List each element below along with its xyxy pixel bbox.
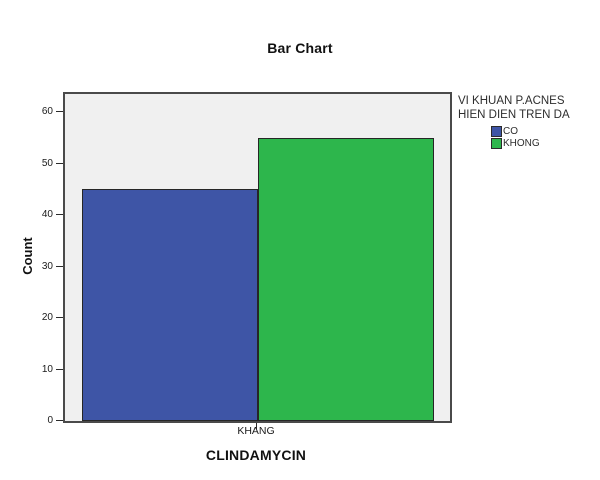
legend-title: VI KHUAN P.ACNES HIEN DIEN TREN DA [458, 95, 593, 122]
legend: VI KHUAN P.ACNES HIEN DIEN TREN DA CO KHO… [458, 95, 593, 149]
legend-item-co: CO [491, 126, 593, 138]
legend-swatch-icon [491, 126, 502, 138]
y-tick-mark [56, 420, 63, 421]
y-tick-label: 50 [41, 157, 53, 169]
y-tick-mark [56, 368, 63, 370]
y-tick-mark [56, 317, 63, 318]
x-category-label: KHANG [237, 425, 275, 437]
y-tick-label: 0 [47, 415, 53, 426]
plot-area [63, 92, 452, 423]
y-tick-label: 40 [41, 209, 53, 220]
legend-item-khong: KHONG [491, 137, 593, 150]
legend-item-label: CO [503, 126, 518, 138]
legend-item-label: KHONG [503, 137, 540, 149]
y-tick-mark [56, 265, 63, 267]
y-tick-label: 60 [41, 106, 53, 117]
y-tick-label: 10 [41, 363, 53, 375]
chart-title: Bar Chart [267, 40, 333, 56]
y-tick-mark [56, 214, 63, 215]
y-tick-label: 30 [41, 260, 53, 272]
y-tick-label: 20 [41, 312, 53, 323]
y-tick-mark [56, 162, 63, 164]
y-tick-mark [56, 111, 63, 112]
x-tick-mark [256, 423, 257, 429]
legend-items: CO KHONG [491, 126, 593, 149]
bar-co [82, 189, 258, 421]
x-axis-label: CLINDAMYCIN [205, 447, 307, 463]
bar-khong [258, 138, 434, 421]
legend-title-line-1: VI KHUAN P.ACNES [458, 95, 565, 107]
legend-title-line-2: HIEN DIEN TREN DA [458, 108, 570, 121]
legend-swatch-icon [491, 137, 502, 149]
